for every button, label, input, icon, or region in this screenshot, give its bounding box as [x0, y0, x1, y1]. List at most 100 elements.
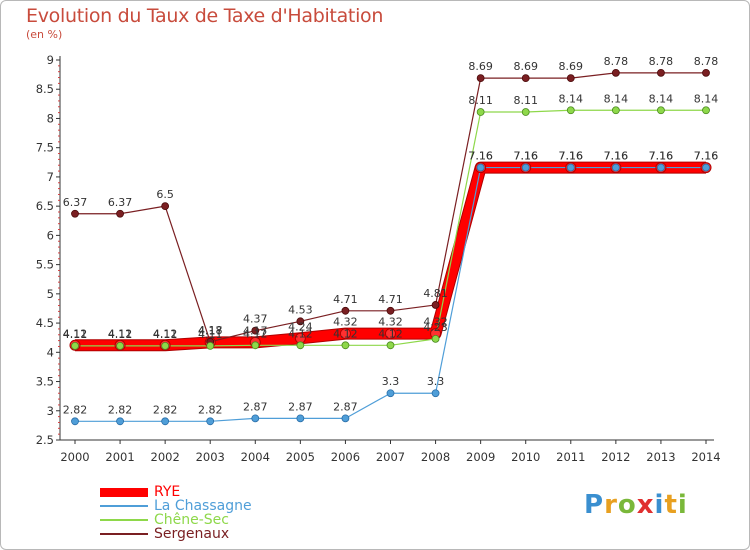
point-ch-ne-sec: [702, 106, 710, 115]
data-label: 8.69: [468, 60, 493, 73]
chart-subtitle: (en %): [26, 28, 63, 41]
y-tick-label: 5: [47, 287, 54, 301]
data-label: 4.37: [243, 313, 268, 326]
point-sergenaux: [71, 209, 79, 218]
data-label: 4.17: [243, 324, 268, 337]
data-label: 2.82: [63, 403, 88, 416]
x-tick-label: 2011: [556, 450, 585, 464]
point-la-chassagne: [251, 414, 260, 423]
point-ch-ne-sec: [566, 106, 575, 115]
data-label: 2.82: [153, 403, 178, 416]
legend-item: Chêne-Sec: [100, 513, 252, 527]
y-tick-label: 6.5: [36, 199, 54, 213]
data-label: 2.87: [243, 400, 268, 413]
data-label: 3.3: [427, 375, 445, 388]
point-la-chassagne: [566, 163, 575, 172]
data-label: 7.16: [649, 150, 674, 163]
point-sergenaux: [386, 306, 395, 315]
point-la-chassagne: [296, 414, 305, 423]
point-la-chassagne: [476, 163, 485, 172]
data-label: 7.16: [559, 150, 584, 163]
data-label: 4.81: [423, 287, 448, 300]
data-label: 4.53: [288, 303, 313, 316]
point-ch-ne-sec: [251, 341, 260, 350]
data-label: 2.87: [288, 400, 313, 413]
data-label: 8.14: [694, 92, 719, 105]
point-ch-ne-sec: [161, 341, 170, 350]
point-la-chassagne: [702, 163, 710, 172]
data-label: 2.82: [198, 403, 223, 416]
point-ch-ne-sec: [71, 341, 79, 350]
legend-item: Sergenaux: [100, 527, 252, 541]
data-label: 2.87: [333, 400, 358, 413]
data-label: 8.11: [468, 94, 493, 107]
point-sergenaux: [566, 74, 575, 83]
data-label: 4.12: [108, 327, 133, 340]
point-la-chassagne: [611, 163, 620, 172]
legend-label: La Chassagne: [154, 498, 252, 514]
data-label: 6.37: [108, 196, 133, 209]
point-sergenaux: [341, 306, 350, 315]
y-tick-label: 6: [47, 228, 54, 242]
point-ch-ne-sec: [611, 106, 620, 115]
point-sergenaux: [476, 74, 485, 83]
point-ch-ne-sec: [206, 341, 215, 350]
point-ch-ne-sec: [116, 341, 124, 350]
data-label: 4.11: [153, 328, 178, 341]
proxiti-logo: Proxiti: [584, 490, 688, 520]
point-ch-ne-sec: [476, 108, 485, 116]
y-tick-label: 8: [47, 111, 54, 125]
point-sergenaux: [116, 209, 124, 218]
data-label: 4.12: [243, 327, 268, 340]
point-sergenaux: [431, 301, 440, 309]
x-tick-label: 2012: [601, 450, 630, 464]
point-la-chassagne: [341, 414, 350, 423]
point-rye: [339, 328, 351, 340]
x-tick-label: 2010: [511, 450, 540, 464]
y-tick-label: 8.5: [36, 82, 54, 96]
data-label: 7.16: [513, 150, 538, 163]
x-tick-label: 2001: [105, 450, 134, 464]
point-sergenaux: [296, 317, 305, 326]
data-label: 4.23: [423, 321, 448, 334]
data-label: 6.5: [156, 188, 174, 201]
data-label: 4.12: [378, 327, 403, 340]
data-label: 7.16: [468, 150, 493, 163]
data-label: 4.12: [333, 327, 358, 340]
x-tick-label: 2013: [646, 450, 675, 464]
data-label: 8.14: [604, 92, 629, 105]
chart-legend: RYE La Chassagne Chêne-Sec Sergenaux: [100, 485, 252, 541]
data-label: 4.71: [378, 293, 403, 306]
legend-swatch: [100, 487, 148, 497]
data-label: 4.32: [423, 316, 448, 329]
point-la-chassagne: [206, 417, 215, 426]
data-label: 4.12: [63, 327, 88, 340]
x-tick-label: 2006: [331, 450, 360, 464]
data-label: 6.37: [63, 196, 88, 209]
point-ch-ne-sec: [386, 341, 395, 350]
y-tick-label: 5.5: [36, 258, 54, 272]
point-sergenaux: [251, 326, 260, 335]
x-tick-label: 2005: [286, 450, 315, 464]
legend-label: RYE: [154, 484, 181, 500]
legend-label: Sergenaux: [154, 526, 230, 542]
data-label: 4.32: [333, 316, 358, 329]
y-tick-label: 7: [47, 170, 54, 184]
point-la-chassagne: [116, 417, 124, 426]
point-rye: [385, 328, 396, 340]
data-label: 8.78: [649, 55, 674, 68]
data-label: 8.14: [559, 92, 584, 105]
data-label: 4.32: [378, 316, 403, 329]
x-tick-label: 2002: [151, 450, 180, 464]
point-la-chassagne: [161, 417, 170, 426]
point-ch-ne-sec: [296, 341, 305, 350]
chart-title: Evolution du Taux de Taxe d'Habitation: [26, 5, 384, 27]
point-la-chassagne: [521, 163, 530, 172]
point-ch-ne-sec: [431, 334, 440, 343]
data-label: 7.16: [559, 150, 584, 163]
legend-label: Chêne-Sec: [154, 512, 229, 528]
point-sergenaux: [161, 202, 170, 211]
data-label: 4.71: [333, 293, 358, 306]
y-tick-label: 7.5: [36, 141, 54, 155]
